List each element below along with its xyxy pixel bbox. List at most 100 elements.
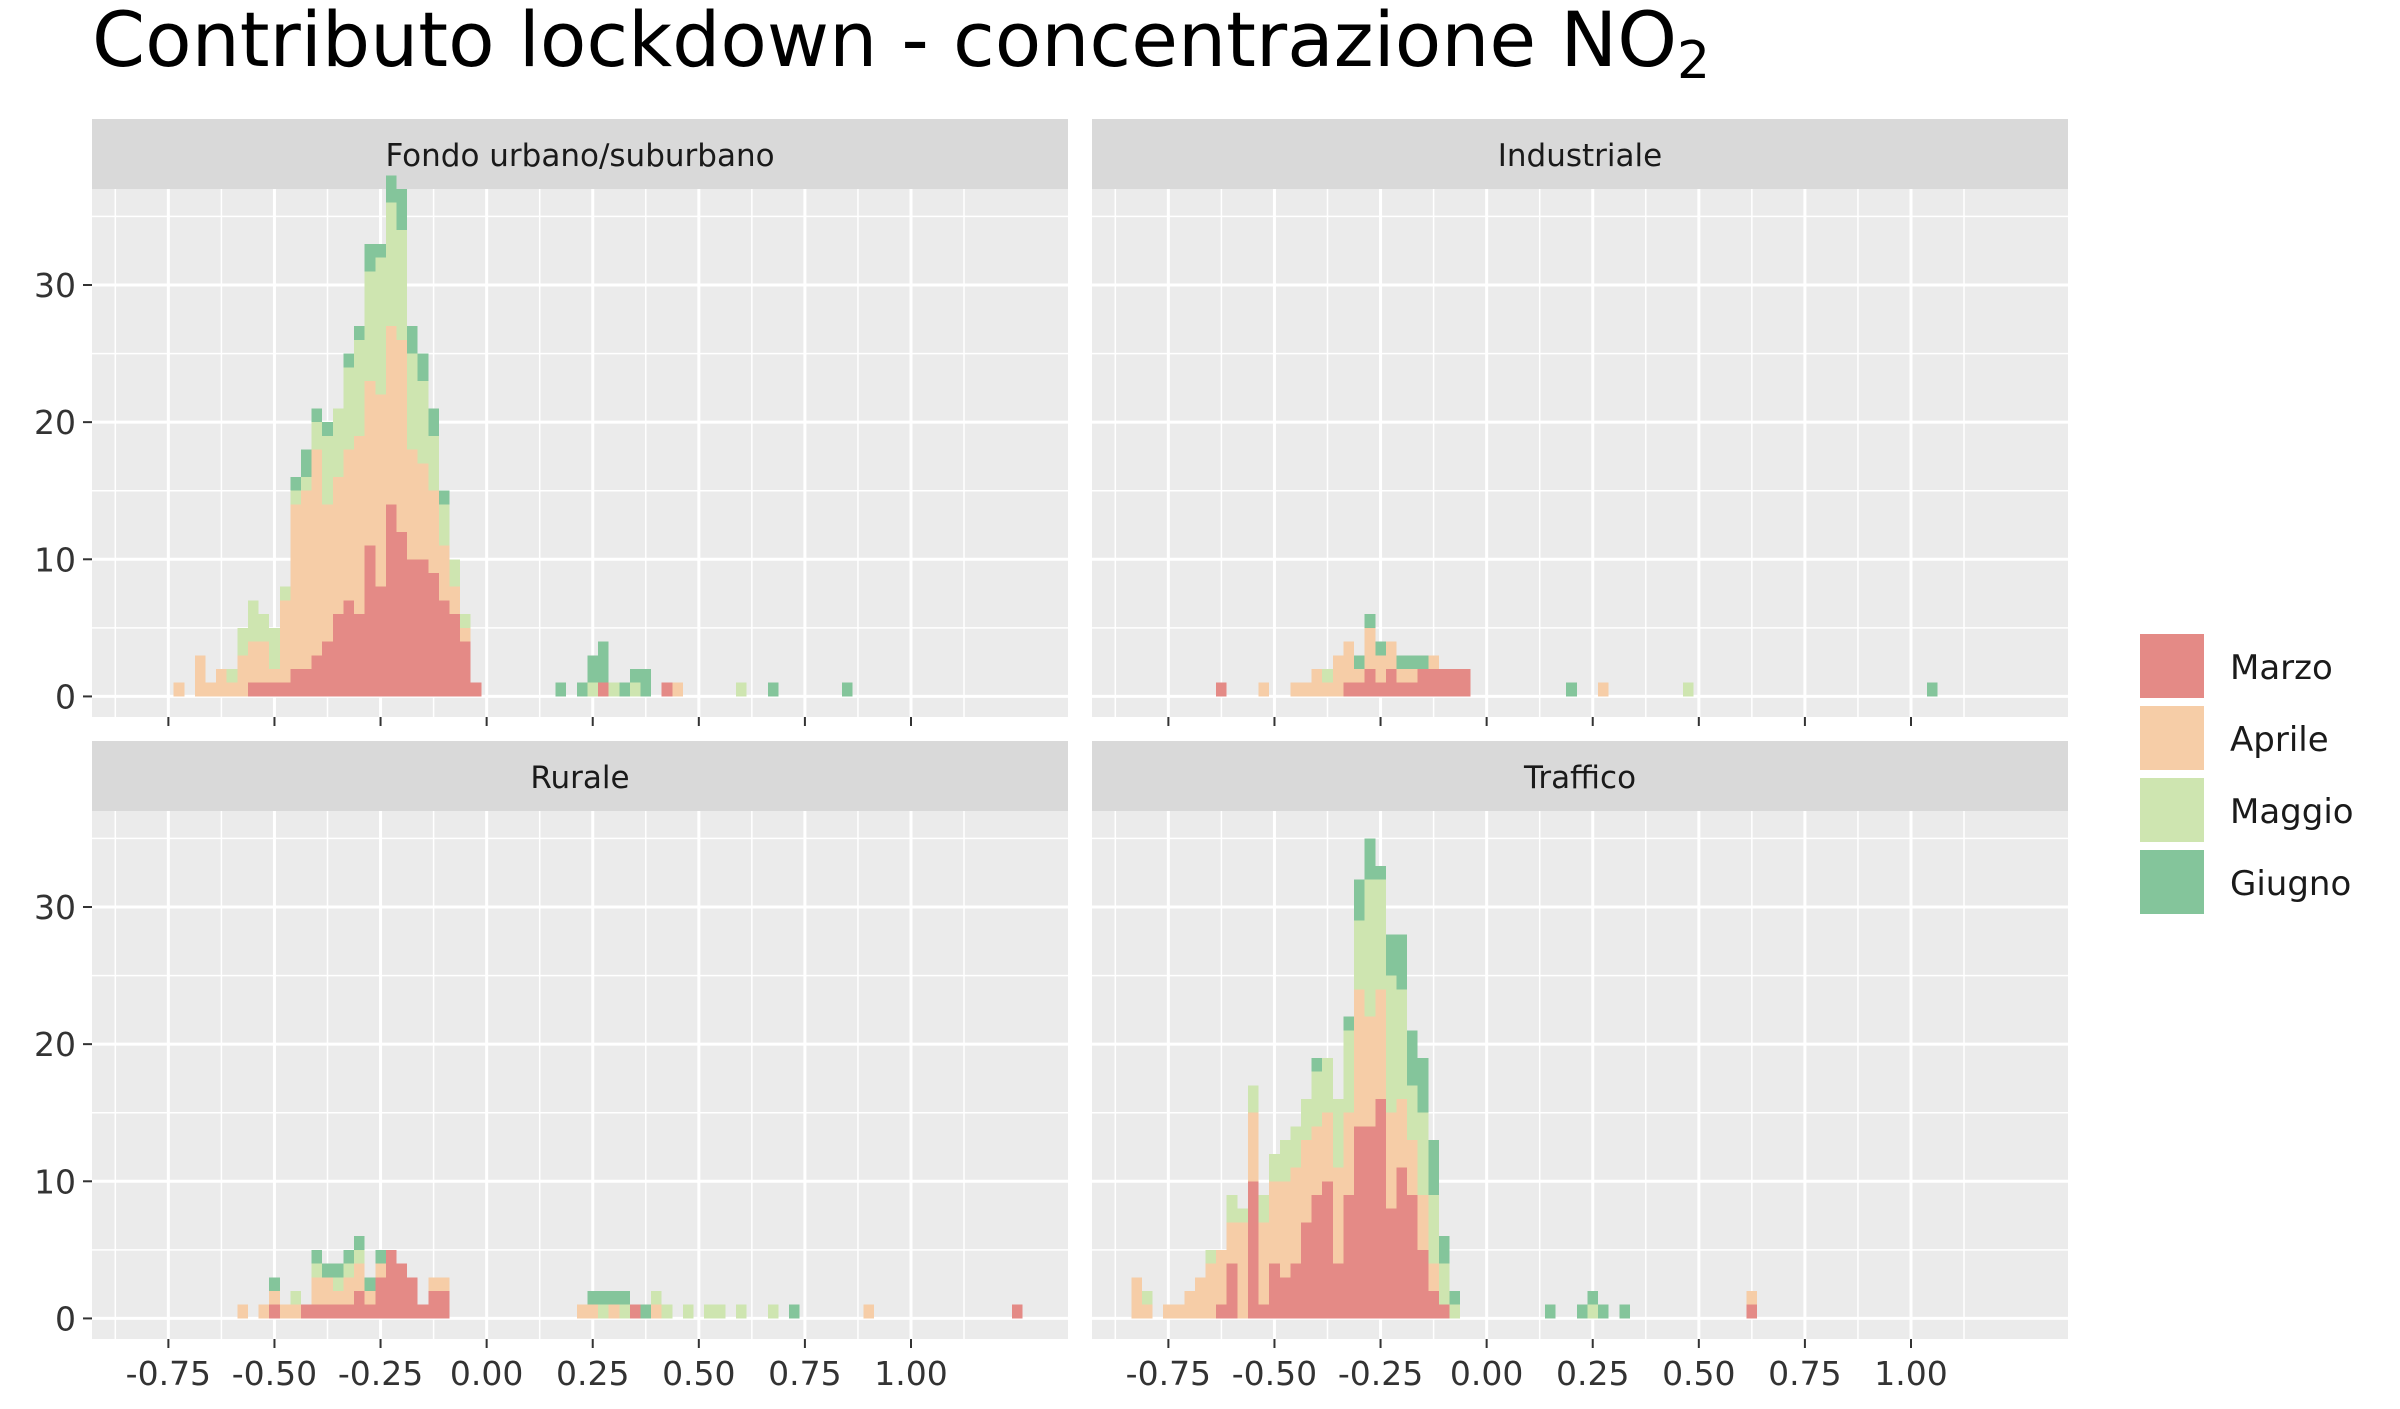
bar-giugno: [1396, 934, 1408, 990]
bar-aprile: [1407, 669, 1418, 683]
bar-aprile: [1184, 1291, 1195, 1319]
bar-giugno: [1417, 1057, 1429, 1113]
bar-aprile: [216, 669, 227, 697]
bar-marzo: [1407, 682, 1418, 697]
bar-aprile: [396, 339, 408, 532]
legend-swatch-giugno: [2140, 850, 2204, 914]
bar-giugno: [598, 1291, 609, 1305]
bar-aprile: [300, 490, 312, 669]
bar-marzo: [1258, 1304, 1270, 1319]
bar-giugno: [322, 1263, 333, 1278]
bar-maggio: [1290, 1126, 1301, 1168]
bar-giugno: [1364, 614, 1376, 628]
bar-giugno: [1343, 1016, 1355, 1031]
facet-strip-fondo-urbano-suburbano: [92, 119, 1068, 189]
bar-giugno: [375, 1249, 386, 1264]
bar-maggio: [1428, 1195, 1439, 1264]
bar-aprile: [1396, 1099, 1408, 1168]
bar-giugno: [407, 326, 418, 354]
bar-marzo: [322, 1304, 333, 1319]
bar-aprile: [322, 1277, 333, 1305]
bar-maggio: [587, 682, 599, 697]
bar-marzo: [269, 682, 280, 697]
legend-swatch-marzo: [2140, 634, 2204, 698]
bar-maggio: [1226, 1195, 1238, 1223]
bar-giugno: [1364, 838, 1376, 880]
bar-aprile: [651, 1304, 662, 1319]
bar-giugno: [1566, 682, 1577, 697]
bar-giugno: [300, 449, 312, 477]
bar-aprile: [290, 504, 301, 669]
legend-label-aprile: Aprile: [2230, 720, 2329, 760]
bar-marzo: [1385, 669, 1397, 697]
bar-aprile: [1375, 989, 1386, 1099]
bar-aprile: [226, 682, 238, 697]
bar-aprile: [290, 1304, 301, 1319]
bar-aprile: [1173, 1304, 1185, 1319]
bar-giugno: [1407, 1030, 1418, 1086]
bar-marzo: [428, 573, 439, 697]
bar-giugno: [1598, 1304, 1609, 1319]
bar-aprile: [343, 1277, 355, 1305]
bar-aprile: [1279, 1181, 1291, 1278]
bar-maggio: [1385, 975, 1397, 1113]
bar-maggio: [1438, 1263, 1450, 1305]
bar-aprile: [375, 1263, 386, 1278]
panel-rurale: Rurale 0 10 20 30 -0.75 -0.50 -0.25 0.00 0.25 0.50…: [34, 741, 1068, 1393]
bar-marzo: [661, 682, 673, 697]
bar-aprile: [1343, 641, 1355, 683]
x-tick-label: 0.25: [1556, 1354, 1629, 1393]
bar-giugno: [428, 408, 439, 436]
bar-marzo: [1354, 1126, 1365, 1319]
bar-giugno: [1417, 655, 1429, 669]
bar-maggio: [354, 339, 365, 436]
bar-marzo: [1311, 1195, 1323, 1319]
bar-giugno: [608, 1291, 620, 1305]
bar-aprile: [311, 1277, 323, 1305]
legend: Marzo Aprile Maggio Giugno: [2138, 632, 2378, 920]
bar-marzo: [300, 1304, 312, 1319]
bar-giugno: [788, 1304, 800, 1319]
bar-marzo: [1279, 1277, 1291, 1319]
bar-giugno: [842, 682, 853, 697]
bar-maggio: [1407, 1085, 1418, 1141]
bar-giugno: [343, 353, 355, 368]
bar-marzo: [1343, 682, 1355, 697]
x-tick-label: -0.50: [1232, 1354, 1317, 1393]
bar-giugno: [354, 1236, 365, 1250]
bar-marzo: [407, 1277, 418, 1319]
bar-maggio: [1322, 1057, 1333, 1113]
bar-marzo: [311, 655, 323, 697]
bar-aprile: [269, 669, 280, 683]
bar-marzo: [1428, 669, 1439, 697]
bar-marzo: [1216, 1304, 1227, 1319]
bar-marzo: [375, 1277, 386, 1319]
bar-giugno: [587, 655, 599, 683]
bar-aprile: [438, 545, 450, 601]
bar-maggio: [311, 422, 323, 450]
bar-giugno: [1428, 1140, 1439, 1195]
bar-giugno: [375, 243, 386, 258]
x-tick-label: -0.75: [1126, 1354, 1211, 1393]
bar-maggio: [417, 381, 429, 464]
legend-swatch-aprile: [2140, 706, 2204, 770]
bar-marzo: [1460, 669, 1471, 697]
bar-maggio: [279, 586, 291, 601]
bar-marzo: [396, 1263, 408, 1319]
bar-aprile: [237, 1304, 248, 1319]
bar-marzo: [1343, 1195, 1355, 1319]
bar-giugno: [1438, 1236, 1450, 1264]
bar-aprile: [1332, 655, 1344, 697]
bar-maggio: [290, 1291, 301, 1305]
bar-aprile: [1205, 1263, 1217, 1319]
bar-aprile: [1407, 1140, 1418, 1195]
bar-maggio: [767, 1304, 779, 1319]
bar-marzo: [258, 682, 270, 697]
bar-maggio: [1354, 920, 1365, 990]
bar-maggio: [354, 1249, 365, 1264]
x-tick-label: 0.50: [1662, 1354, 1735, 1393]
bar-aprile: [194, 655, 206, 697]
bar-aprile: [1428, 655, 1439, 669]
bar-marzo: [1385, 1208, 1397, 1319]
bar-marzo: [332, 1304, 344, 1319]
